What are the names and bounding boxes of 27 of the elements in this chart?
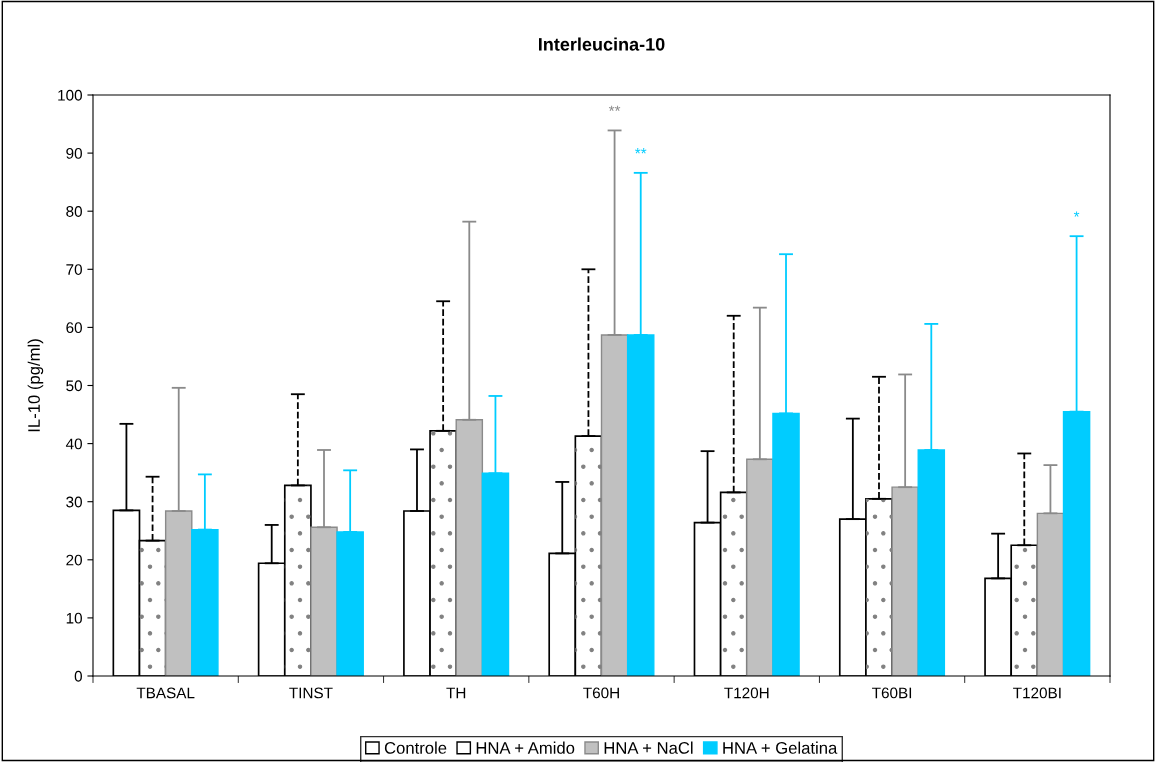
x-tick-label: T60H <box>583 687 619 699</box>
y-tick-label: 60 <box>66 322 82 334</box>
y-tick-label: 0 <box>74 670 82 682</box>
y-tick-label: 20 <box>66 554 82 566</box>
y-tick-label: 40 <box>65 438 82 450</box>
y-axis-title: IL-10 (pg/ml) <box>27 339 44 432</box>
x-tick-label: TBASAL <box>136 687 195 699</box>
x-tick-label: T120H <box>724 687 769 699</box>
y-tick-label: 70 <box>66 264 82 275</box>
y-tick-label: 50 <box>66 380 82 392</box>
y-tick-label: 10 <box>66 612 82 624</box>
y-tick-label: 30 <box>66 496 82 508</box>
legend-label: Controle <box>384 741 447 754</box>
legend-label: HNA + Gelatina <box>723 741 838 754</box>
x-tick-label: T60BI <box>872 687 912 699</box>
legend-label: HNA + Amido <box>476 741 575 754</box>
x-tick-label: TINST <box>289 687 333 699</box>
annotation: ** <box>608 105 621 112</box>
y-tick-label: 90 <box>66 147 82 159</box>
y-tick-label: 80 <box>66 206 82 217</box>
y-tick-label: 100 <box>58 89 82 101</box>
annotation: * <box>1073 211 1080 217</box>
legend-label: HNA + NaCl <box>604 741 693 754</box>
x-tick-label: TH <box>446 687 466 699</box>
chart-title: Interleucina-10 <box>538 37 665 51</box>
x-tick-label: T120BI <box>1013 687 1061 699</box>
annotation: ** <box>635 148 647 154</box>
